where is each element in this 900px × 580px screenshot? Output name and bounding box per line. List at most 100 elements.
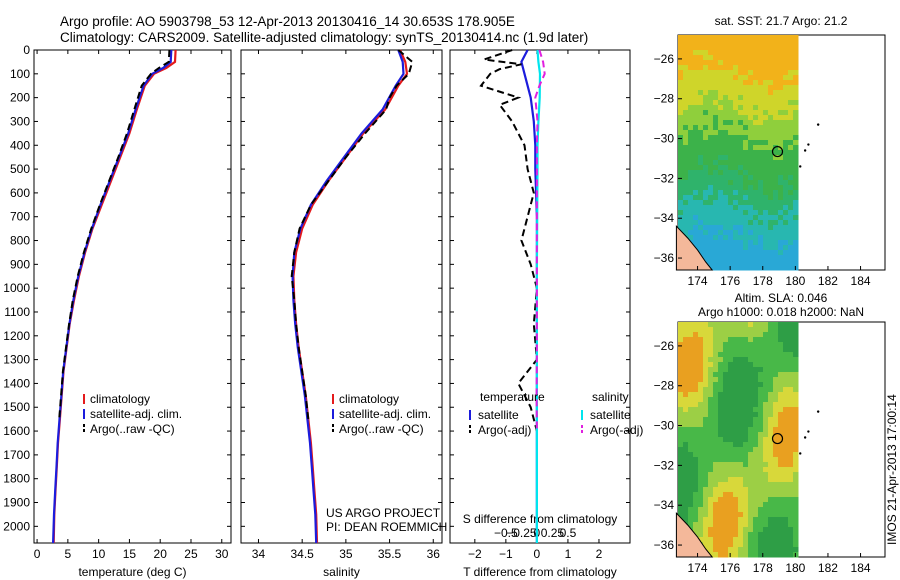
map-lon-label: 180	[785, 274, 805, 288]
x-tick-label: 10	[92, 547, 106, 561]
land-north-island	[675, 511, 714, 558]
island-dot	[803, 149, 807, 152]
x-tick-label: 35	[339, 547, 353, 561]
map-lat-label: −36	[654, 538, 675, 552]
map-lat-label: −32	[654, 171, 675, 185]
plot-frame-salinity_panel	[240, 49, 443, 544]
map-lon-label: 176	[720, 274, 740, 288]
title-line-1: Argo profile: AO 5903798_53 12-Apr-2013 …	[60, 14, 515, 29]
legend-heading: temperature	[480, 390, 545, 404]
sst-map-title: sat. SST: 21.7 Argo: 21.2	[715, 14, 848, 28]
series-line-salinity-argo-adj-	[534, 49, 546, 432]
map-lon-label: 178	[753, 561, 773, 575]
x-tick-label: 2	[596, 547, 603, 561]
y-tick-label: 300	[10, 114, 30, 128]
map-lon-label: 180	[785, 561, 805, 575]
y-tick-label: 1900	[3, 496, 30, 510]
x-tick-label: 36	[427, 547, 441, 561]
x-tick-label: 20	[154, 547, 168, 561]
title-line-2: Climatology: CARS2009. Satellite-adjuste…	[60, 30, 589, 45]
legend-label: satellite	[478, 408, 519, 422]
x-tick-label: −2	[468, 547, 482, 561]
map-lat-label: −30	[654, 419, 675, 433]
y-tick-label: 700	[10, 210, 30, 224]
y-tick-label: 1800	[3, 472, 30, 486]
map-lon-label: 174	[688, 561, 708, 575]
x-tick-label: 35.5	[378, 547, 402, 561]
island-dot	[807, 430, 810, 433]
plot-frame-difference_panel	[449, 49, 631, 544]
sla-map-title-2: Argo h1000: 0.018 h2000: NaN	[698, 305, 864, 319]
argo-position-marker	[771, 145, 784, 158]
legend-label: satellite-adj. clim.	[90, 407, 182, 421]
map-lat-label: −30	[654, 132, 675, 146]
s-tick-label: 0.5	[560, 526, 577, 540]
map-lat-label: −34	[654, 498, 675, 512]
y-tick-label: 600	[10, 186, 30, 200]
x-tick-label: 34	[252, 547, 266, 561]
s-axis-label: S difference from climatology	[463, 512, 618, 526]
map-lon-label: 184	[851, 274, 871, 288]
map-lon-label: 174	[688, 274, 708, 288]
y-tick-label: 1700	[3, 448, 30, 462]
project-annotation: US ARGO PROJECT	[326, 506, 441, 520]
legend-label: Argo(-adj)	[590, 423, 643, 437]
map-lat-label: −28	[654, 92, 675, 106]
map-lat-label: −32	[654, 458, 675, 472]
y-tick-label: 1100	[4, 305, 30, 319]
map-raster-sla	[678, 322, 799, 558]
legend-label: Argo(..raw -QC)	[90, 422, 175, 436]
x-tick-label: 25	[184, 547, 198, 561]
island-dot	[799, 452, 802, 455]
map-lat-label: −34	[654, 211, 675, 225]
series-line-argo-raw-qc-	[290, 49, 414, 420]
y-tick-label: 500	[10, 162, 30, 176]
legend-label: Argo(-adj)	[478, 423, 531, 437]
land-north-island	[675, 224, 714, 271]
s-tick-label: 0.25	[541, 526, 565, 540]
map-lon-label: 176	[720, 561, 740, 575]
x-tick-label: 30	[215, 547, 229, 561]
island-dot	[816, 410, 820, 413]
x-tick-label: −1	[499, 547, 513, 561]
plot-frame-temperature_panel	[33, 49, 232, 544]
x-tick-label: 15	[123, 547, 137, 561]
map-lon-label: 182	[818, 561, 838, 575]
s-tick-label: −0.5	[494, 526, 518, 540]
map-raster-sst	[678, 35, 799, 271]
map-lat-label: −26	[654, 52, 675, 66]
y-tick-label: 1000	[3, 281, 30, 295]
map-lon-label: 178	[753, 274, 773, 288]
y-tick-label: 1200	[3, 329, 30, 343]
sla-map-title-1: Altim. SLA: 0.046	[735, 291, 828, 305]
y-tick-label: 1600	[3, 424, 30, 438]
map-lat-label: −26	[654, 339, 675, 353]
y-tick-label: 100	[10, 67, 30, 81]
legend-label: climatology	[90, 392, 150, 406]
legend-label: satellite-adj. clim.	[339, 407, 431, 421]
argo-position-marker	[771, 432, 784, 445]
legend-label: climatology	[339, 392, 399, 406]
y-tick-label: 1400	[3, 376, 30, 390]
map-lat-label: −36	[654, 251, 675, 265]
pi-annotation: PI: DEAN ROEMMICH	[326, 520, 447, 534]
series-line-argo-raw-qc-	[58, 49, 171, 420]
island-dot	[803, 436, 807, 439]
y-tick-label: 800	[10, 234, 30, 248]
y-tick-label: 0	[23, 43, 30, 57]
legend-heading: salinity	[592, 390, 629, 404]
y-tick-label: 200	[10, 91, 30, 105]
legend-label: satellite	[590, 408, 631, 422]
x-tick-label: 0	[34, 547, 41, 561]
y-tick-label: 2000	[3, 519, 30, 533]
x-tick-label: 34.5	[290, 547, 314, 561]
imos-stamp: IMOS 21-Apr-2013 17:00:14	[885, 394, 899, 545]
y-tick-label: 900	[10, 257, 30, 271]
island-dot	[807, 143, 810, 146]
island-dot	[799, 165, 802, 168]
x-axis-label: temperature (deg C)	[78, 565, 186, 579]
x-axis-label: T difference from climatology	[463, 565, 617, 579]
map-lon-label: 182	[818, 274, 838, 288]
y-tick-label: 1500	[3, 400, 30, 414]
